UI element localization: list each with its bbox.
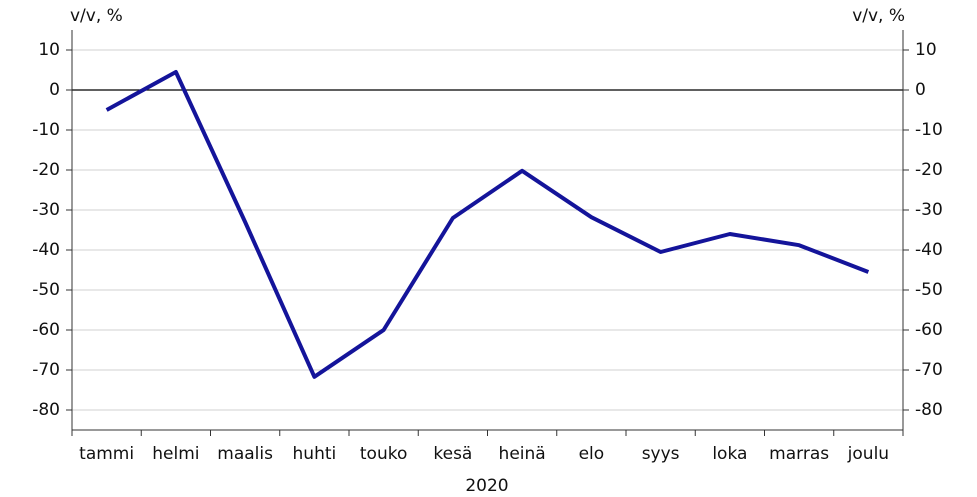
x-tick-label: helmi: [152, 444, 199, 464]
x-tick-label: maalis: [217, 444, 273, 464]
y2-tick-label: -50: [915, 280, 943, 300]
y-tick-label: -60: [32, 320, 60, 340]
x-tick-label: loka: [712, 444, 747, 464]
y-tick-label: -30: [32, 200, 60, 220]
x-tick-label: marras: [769, 444, 829, 464]
x-tick-label: huhti: [293, 444, 337, 464]
y2-tick-label: -10: [915, 120, 943, 140]
y-axis-label: v/v, %: [70, 6, 123, 26]
x-tick-label: syys: [642, 444, 680, 464]
x-tick-label: joulu: [847, 444, 889, 464]
y2-tick-label: -20: [915, 160, 943, 180]
x-tick-label: elo: [579, 444, 605, 464]
x-tick-label: kesä: [433, 444, 472, 464]
x-tick-label: tammi: [79, 444, 134, 464]
x-tick-label: touko: [360, 444, 407, 464]
line-series: [105, 70, 870, 379]
y-tick-label: 0: [49, 80, 60, 100]
y2-tick-label: -80: [915, 400, 943, 420]
x-axis-label: 2020: [465, 476, 508, 496]
x-tick-label: heinä: [499, 444, 546, 464]
y2-tick-label: 0: [915, 80, 926, 100]
y-tick-label: -80: [32, 400, 60, 420]
y-tick-label: 10: [38, 40, 60, 60]
y2-axis-label: v/v, %: [852, 6, 905, 26]
y2-tick-label: -40: [915, 240, 943, 260]
y2-tick-label: 10: [915, 40, 937, 60]
y2-tick-label: -30: [915, 200, 943, 220]
y-tick-label: -50: [32, 280, 60, 300]
y-tick-label: -40: [32, 240, 60, 260]
y-tick-label: -10: [32, 120, 60, 140]
y2-tick-label: -60: [915, 320, 943, 340]
y-tick-label: -70: [32, 360, 60, 380]
y-tick-label: -20: [32, 160, 60, 180]
y2-tick-label: -70: [915, 360, 943, 380]
